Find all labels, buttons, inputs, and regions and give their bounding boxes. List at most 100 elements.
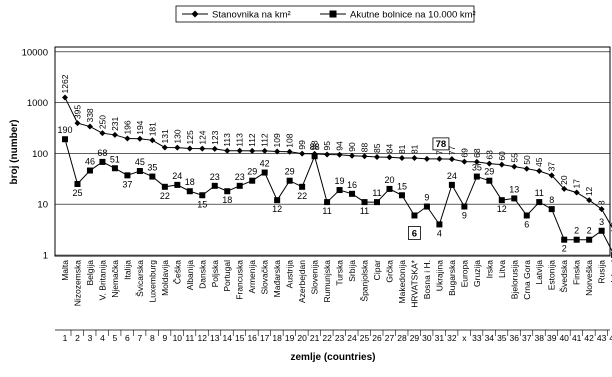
x-number-label: 11	[185, 333, 194, 343]
pop-value-label: 181	[147, 122, 157, 136]
x-category-label: Bosna i H.	[422, 260, 432, 299]
hosp-point	[436, 221, 442, 227]
hosp-value-label: 9	[462, 211, 467, 221]
x-category-label: Slovenija	[310, 260, 320, 295]
hosp-value-label: 4	[437, 228, 442, 238]
x-number-label: 31	[435, 333, 445, 343]
x-category-label: Švedska	[559, 260, 569, 293]
y-axis-label: broj (number)	[9, 120, 20, 185]
hosp-point	[274, 197, 280, 203]
y-tick-label: 10000	[22, 47, 48, 58]
pop-value-label: 63	[484, 150, 494, 160]
pop-value-label: 395	[72, 105, 82, 119]
pop-point	[324, 152, 330, 158]
hosp-value-label: 190	[57, 125, 72, 135]
x-number-label: 43	[597, 333, 607, 343]
x-axis-label: zemlje (countries)	[290, 352, 375, 363]
hosp-point	[237, 183, 243, 189]
pop-value-label: 60	[497, 151, 507, 161]
x-category-label: Turska	[335, 260, 345, 286]
hosp-point	[349, 191, 355, 197]
x-number-label: x	[462, 333, 467, 343]
x-number-label: 19	[285, 333, 295, 343]
legend-label-pop: Stanovnika na km²	[212, 10, 291, 21]
pop-value-label: 112	[247, 133, 257, 147]
pop-point	[436, 156, 442, 162]
pop-value-label: 81	[397, 144, 407, 154]
pop-point	[162, 144, 168, 150]
pop-value-label: 1262	[60, 74, 70, 93]
x-number-label: 34	[485, 333, 495, 343]
pop-point	[574, 189, 580, 195]
hosp-point	[486, 178, 492, 184]
hosp-value-label: 16	[347, 180, 357, 190]
hosp-value-label: 45	[135, 157, 145, 167]
pop-value-label: 85	[372, 143, 382, 153]
hosp-point	[287, 178, 293, 184]
x-category-label: Slovačka	[260, 260, 270, 295]
x-category-label: Estonija	[547, 260, 557, 291]
pop-point	[499, 162, 505, 168]
pop-value-label: 20	[559, 175, 569, 185]
pop-point	[524, 166, 530, 172]
x-number-label: 33	[472, 333, 482, 343]
x-number-label: 39	[547, 333, 557, 343]
x-category-label: Europa	[459, 260, 469, 288]
hosp-point	[461, 204, 467, 210]
pop-value-label: 338	[85, 108, 95, 122]
x-number-label: 1	[63, 333, 68, 343]
pop-point	[299, 151, 305, 157]
pop-value-label: 84	[384, 144, 394, 154]
pop-point	[374, 154, 380, 160]
hosp-value-label: 11	[322, 206, 331, 216]
x-number-label: 25	[360, 333, 370, 343]
pop-point	[424, 156, 430, 162]
pop-value-label: 12	[584, 186, 594, 196]
pop-point	[337, 152, 343, 158]
hosp-value-label: 3	[599, 217, 604, 227]
pop-value-label: 123	[210, 130, 220, 144]
hosp-value-label: 35	[472, 163, 482, 173]
pop-value-label: 250	[97, 115, 107, 129]
x-number-label: 14	[223, 333, 233, 343]
pop-value-label: 37	[547, 162, 557, 172]
hosp-value-label: 18	[185, 177, 195, 187]
hosp-value-label: 18	[222, 195, 232, 205]
x-category-label: V. Britanija	[97, 260, 107, 301]
x-category-label: Portugal	[222, 260, 232, 292]
x-category-label: Poljska	[210, 260, 220, 288]
pop-point	[262, 148, 268, 154]
pop-value-label: 81	[409, 144, 419, 154]
x-category-label: Njemačka	[110, 260, 120, 298]
x-number-label: 8	[150, 333, 155, 343]
pop-value-label: 196	[122, 120, 132, 134]
hosp-value-label: 25	[72, 188, 82, 198]
x-category-label: Norveška	[584, 260, 594, 296]
hosp-point	[474, 174, 480, 180]
hosp-point	[499, 197, 505, 203]
pop-point	[511, 164, 517, 170]
pop-value-label: 108	[285, 133, 295, 147]
x-number-label: 7	[138, 333, 143, 343]
x-number-label: 40	[559, 333, 569, 343]
pop-point	[199, 146, 205, 152]
x-category-label: Finska	[572, 260, 582, 285]
pop-value-label: 194	[135, 120, 145, 134]
pop-value-label: 109	[272, 133, 282, 147]
x-number-label: 21	[310, 333, 320, 343]
hosp-point	[324, 199, 330, 205]
pop-point	[74, 120, 80, 126]
legend-square-marker	[330, 11, 337, 18]
y-tick-label: 10	[37, 200, 48, 211]
x-category-label: Luxemburg	[147, 260, 157, 303]
x-number-label: 18	[272, 333, 282, 343]
hosp-value-label: 37	[122, 179, 132, 189]
hosp-value-label: 46	[85, 157, 95, 167]
hosp-value-label: 23	[210, 172, 220, 182]
x-number-label: 24	[347, 333, 357, 343]
pop-point	[362, 153, 368, 159]
pop-value-label: 50	[522, 155, 532, 165]
hosp-point	[524, 212, 530, 218]
pop-point	[62, 94, 68, 100]
